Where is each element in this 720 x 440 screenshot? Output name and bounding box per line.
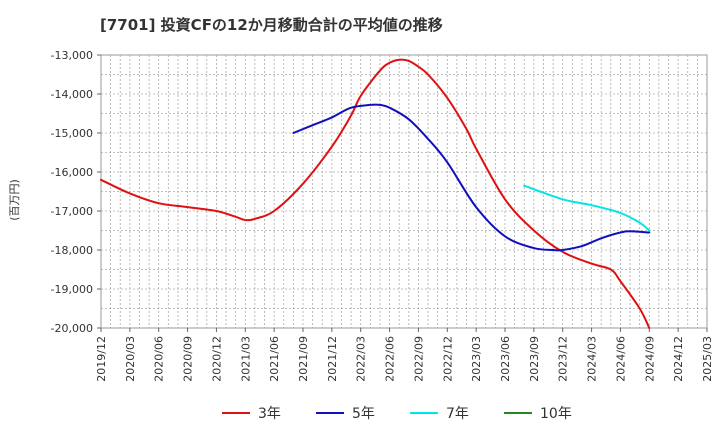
x-tick-label: 2024/12 [672, 336, 685, 382]
y-tick-label: -13,000 [51, 49, 93, 62]
y-axis-label: (百万円) [8, 179, 21, 221]
x-tick-label: 2024/03 [586, 336, 599, 382]
x-tick-label: 2022/03 [355, 336, 368, 382]
plot-area [100, 54, 708, 329]
x-tick-label: 2020/12 [210, 336, 223, 382]
y-tick-label: -20,000 [51, 322, 93, 335]
x-tick-label: 2021/09 [297, 336, 310, 382]
y-tick-label: -17,000 [51, 205, 93, 218]
y-tick-label: -18,000 [51, 244, 93, 257]
grid-layer [100, 54, 708, 329]
x-tick-label: 2022/12 [441, 336, 454, 382]
legend-label-1: 5年 [352, 406, 375, 422]
x-tick-label: 2023/09 [528, 336, 541, 382]
x-tick-label: 2022/06 [384, 336, 397, 382]
series-layer [100, 58, 651, 329]
series-line-1 [292, 103, 651, 252]
y-tick-label: -14,000 [51, 88, 93, 101]
x-tick-label: 2025/03 [701, 336, 714, 382]
legend: 3年 5年 7年 10年 [222, 406, 572, 422]
legend-label-2: 7年 [446, 406, 469, 422]
x-tick-label: 2023/12 [557, 336, 570, 382]
x-tick-label: 2024/09 [643, 336, 656, 382]
y-tick-label: -16,000 [51, 166, 93, 179]
x-tick-label: 2020/03 [124, 336, 137, 382]
axis-layer: -13,000 -14,000 -15,000 -16,000 -17,000 -18,0… [51, 49, 714, 382]
series-line-2 [523, 184, 651, 232]
x-tick-label: 2019/12 [95, 336, 108, 382]
x-tick-label: 2021/03 [239, 336, 252, 382]
x-tick-label: 2021/06 [268, 336, 281, 382]
y-tick-label: -15,000 [51, 127, 93, 140]
x-tick-label: 2021/12 [326, 336, 339, 382]
x-tick-label: 2024/06 [614, 336, 627, 382]
x-tick-label: 2023/03 [470, 336, 483, 382]
legend-label-0: 3年 [258, 406, 281, 422]
x-tick-label: 2023/06 [499, 336, 512, 382]
x-tick-label: 2020/09 [182, 336, 195, 382]
y-tick-label: -19,000 [51, 283, 93, 296]
x-tick-label: 2022/09 [412, 336, 425, 382]
chart-title: [7701] 投資CFの12か月移動合計の平均値の推移 [100, 16, 443, 34]
legend-label-3: 10年 [540, 406, 572, 422]
x-tick-label: 2020/06 [153, 336, 166, 382]
series-line-0 [100, 58, 651, 329]
